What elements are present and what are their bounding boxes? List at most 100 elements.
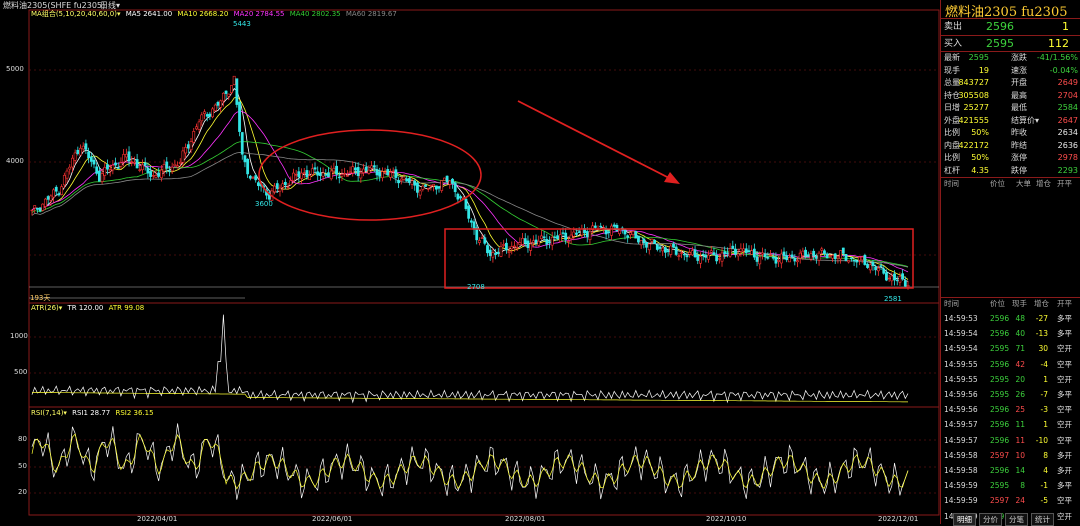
stat-value-2: 2293 bbox=[1057, 165, 1078, 175]
tick-row[interactable]: 14:59:55 2596 42 -4 空平 bbox=[941, 357, 1080, 372]
tick-row[interactable]: 14:59:59 2595 8 -1 多平 bbox=[941, 478, 1080, 493]
candle-body bbox=[639, 240, 643, 246]
candle-body bbox=[779, 253, 783, 264]
tick-row[interactable]: 14:59:55 2595 20 1 空开 bbox=[941, 372, 1080, 387]
stat-row: 最新 2595 涨跌 -41/1.56% bbox=[941, 52, 1080, 65]
tick-row[interactable]: 14:59:56 2596 25 -3 空平 bbox=[941, 402, 1080, 417]
tick-row[interactable]: 14:59:59 2597 24 -5 空平 bbox=[941, 493, 1080, 508]
candle-body bbox=[607, 231, 611, 233]
tick-row[interactable]: 14:59:56 2595 26 -7 多平 bbox=[941, 387, 1080, 402]
candle-body bbox=[232, 75, 236, 85]
tab-price-dist[interactable]: 分价 bbox=[979, 513, 1002, 526]
candle-body bbox=[690, 250, 694, 256]
atr-selector[interactable]: ATR(26)▾ bbox=[31, 304, 63, 312]
candle-body bbox=[858, 256, 861, 261]
tick-row[interactable]: 14:59:54 2596 40 -13 多平 bbox=[941, 326, 1080, 341]
candle-body bbox=[742, 248, 745, 252]
stat-label: 持仓 bbox=[944, 90, 960, 100]
candle-body bbox=[801, 250, 805, 256]
candle-body bbox=[257, 182, 260, 186]
candle-body bbox=[246, 158, 250, 175]
candle-body bbox=[755, 256, 759, 262]
candle-body bbox=[386, 169, 390, 176]
stat-label-2: 结算价▾ bbox=[1011, 115, 1040, 125]
stat-label-2: 昨收 bbox=[1011, 128, 1027, 137]
candle-body bbox=[782, 251, 786, 256]
candle-body bbox=[712, 252, 716, 256]
stat-value-2: 2584 bbox=[1057, 103, 1078, 112]
col-oi-2: 增仓 bbox=[1034, 299, 1049, 308]
tick-row[interactable]: 14:59:58 2597 10 8 多开 bbox=[941, 448, 1080, 463]
candle-body bbox=[30, 209, 34, 212]
tick-oi: -7 bbox=[1040, 390, 1048, 399]
tick-openclose: 多平 bbox=[1057, 390, 1072, 399]
candle-body bbox=[593, 225, 597, 228]
candle-body bbox=[480, 237, 484, 239]
candle-body bbox=[33, 205, 37, 209]
ma-legend: MA组合(5,10,20,40,60,0)▾ MA5 2641.00 MA10 … bbox=[31, 10, 397, 19]
tick-row[interactable]: 14:59:54 2595 71 30 空开 bbox=[941, 341, 1080, 356]
tab-detail[interactable]: 明细 bbox=[953, 513, 976, 526]
tick-volume: 26 bbox=[1015, 390, 1025, 399]
sell-row[interactable]: 卖出 2596 1 bbox=[941, 19, 1080, 35]
candle-body bbox=[211, 108, 214, 118]
tick-row[interactable]: 14:59:57 2596 11 -10 空平 bbox=[941, 433, 1080, 448]
candle-body bbox=[871, 261, 875, 267]
candle-body bbox=[634, 231, 638, 239]
candle-body bbox=[402, 176, 406, 180]
candle-body bbox=[335, 165, 338, 175]
candle-body bbox=[844, 253, 848, 261]
candle-body bbox=[356, 167, 360, 176]
tick-oi: 1 bbox=[1043, 374, 1048, 384]
col-time-2: 时间 bbox=[944, 299, 959, 308]
ma60-value: MA60 2819.67 bbox=[345, 10, 397, 18]
candle-body bbox=[478, 240, 481, 243]
tick-row[interactable]: 14:59:58 2596 14 4 多开 bbox=[941, 463, 1080, 478]
stat-label-2: 昨结 bbox=[1011, 140, 1027, 150]
low-label-1: 3600 bbox=[255, 200, 273, 208]
candle-body bbox=[60, 186, 64, 195]
candle-body bbox=[566, 241, 570, 243]
tick-time: 14:59:55 bbox=[944, 374, 978, 384]
candle-body bbox=[599, 225, 603, 228]
stat-label: 外盘 bbox=[944, 115, 960, 125]
low-label-2: 2708 bbox=[467, 283, 485, 291]
candle-body bbox=[777, 259, 781, 262]
candle-body bbox=[569, 234, 573, 239]
tick-time: 14:59:54 bbox=[944, 344, 978, 354]
candle-body bbox=[588, 231, 592, 240]
rsi-selector[interactable]: RSI(7,14)▾ bbox=[31, 409, 67, 417]
candle-body bbox=[502, 244, 506, 246]
stat-value-2: 2978 bbox=[1057, 153, 1078, 162]
candle-body bbox=[221, 92, 225, 102]
candle-body bbox=[278, 187, 282, 192]
candle-body bbox=[734, 248, 737, 255]
tab-ticks[interactable]: 分笔 bbox=[1005, 513, 1028, 526]
candle-body bbox=[416, 182, 419, 193]
tick-volume: 14 bbox=[1015, 466, 1025, 475]
candle-body bbox=[731, 245, 735, 249]
tick-row[interactable]: 14:59:53 2596 48 -27 多平 bbox=[941, 311, 1080, 326]
days-label: 193天 bbox=[30, 294, 51, 302]
candle-body bbox=[793, 257, 797, 262]
buy-row[interactable]: 买入 2595 112 bbox=[941, 36, 1080, 52]
candle-body bbox=[267, 192, 271, 200]
tick-row[interactable]: 14:59:57 2596 11 1 空开 bbox=[941, 417, 1080, 432]
candle-body bbox=[57, 193, 61, 196]
tab-stats[interactable]: 统计 bbox=[1031, 513, 1054, 526]
ma-combo-label[interactable]: MA组合(5,10,20,40,60,0)▾ bbox=[31, 10, 121, 18]
candle-body bbox=[168, 170, 171, 172]
price-axis-4000: 4000 bbox=[6, 157, 24, 165]
buy-label: 买入 bbox=[944, 39, 963, 49]
kline-chart[interactable] bbox=[0, 0, 940, 524]
candle-body bbox=[405, 178, 409, 182]
candle-body bbox=[354, 167, 357, 171]
candle-body bbox=[453, 182, 457, 193]
candle-body bbox=[647, 243, 651, 251]
ma20-line bbox=[31, 110, 909, 273]
candle-body bbox=[248, 175, 252, 179]
candle-body bbox=[76, 149, 80, 154]
tick-openclose: 空平 bbox=[1057, 405, 1072, 415]
period-dropdown[interactable]: 日线▾ bbox=[100, 1, 121, 10]
candle-body bbox=[235, 78, 239, 105]
